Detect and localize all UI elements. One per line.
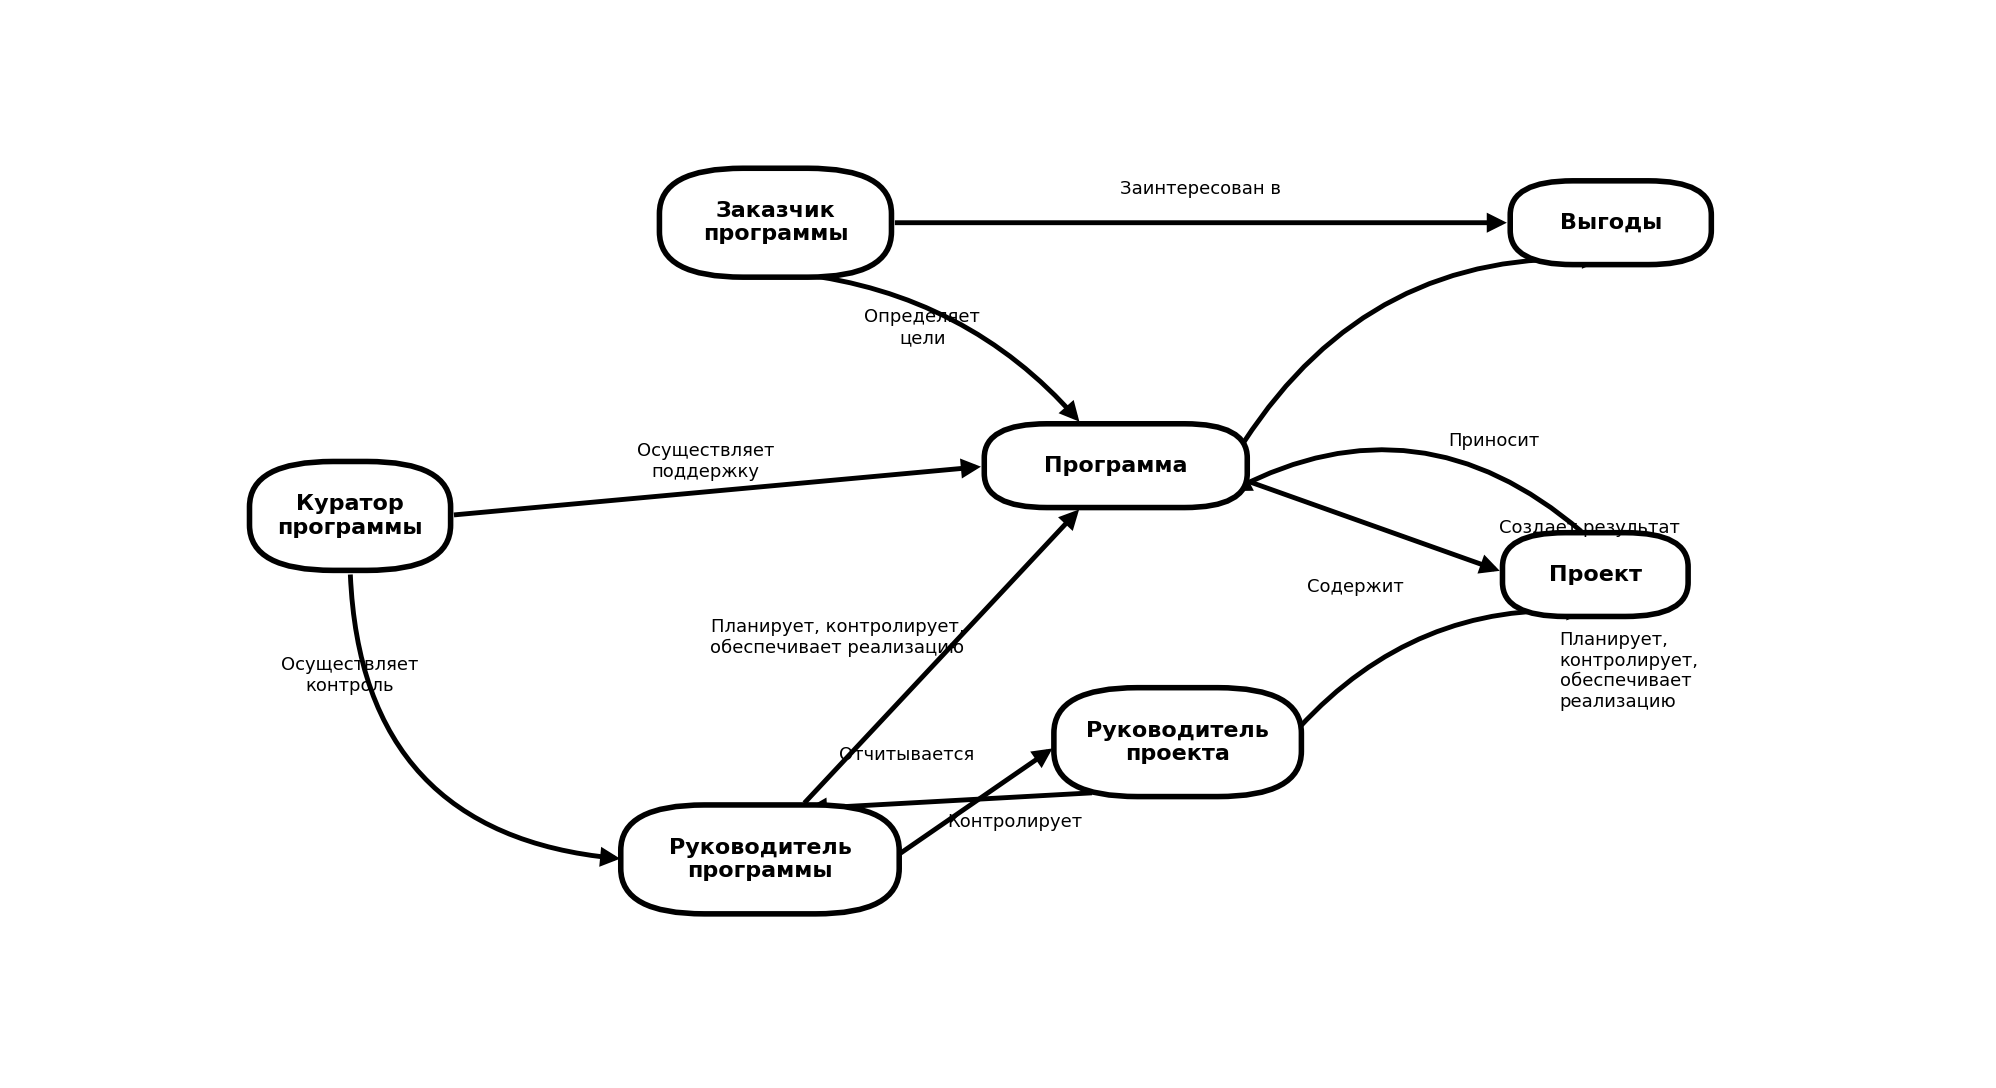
Text: Осуществляет
поддержку: Осуществляет поддержку xyxy=(637,442,774,481)
Text: Планирует, контролирует,
обеспечивает реализацию: Планирует, контролирует, обеспечивает ре… xyxy=(711,618,964,657)
FancyBboxPatch shape xyxy=(621,805,898,914)
Text: Отчитывается: Отчитывается xyxy=(838,745,974,764)
Text: Руководитель
программы: Руководитель программы xyxy=(669,838,852,881)
FancyBboxPatch shape xyxy=(1054,688,1301,796)
Text: Контролирует: Контролирует xyxy=(948,813,1082,831)
Text: Программа: Программа xyxy=(1044,456,1188,475)
FancyBboxPatch shape xyxy=(984,424,1248,507)
Text: Проект: Проект xyxy=(1549,565,1643,584)
FancyBboxPatch shape xyxy=(250,461,451,570)
Text: Руководитель
проекта: Руководитель проекта xyxy=(1086,720,1269,764)
Text: Содержит: Содержит xyxy=(1307,578,1403,596)
Text: Приносит: Приносит xyxy=(1449,432,1539,449)
FancyBboxPatch shape xyxy=(1511,181,1711,264)
Text: Заинтересован в: Заинтересован в xyxy=(1120,181,1281,198)
FancyBboxPatch shape xyxy=(659,169,892,277)
Text: Осуществляет
контроль: Осуществляет контроль xyxy=(281,656,419,694)
Text: Создает результат: Создает результат xyxy=(1499,519,1681,537)
Text: Определяет
цели: Определяет цели xyxy=(864,308,980,347)
FancyBboxPatch shape xyxy=(1503,533,1689,617)
Text: Планирует,
контролирует,
обеспечивает
реализацию: Планирует, контролирует, обеспечивает ре… xyxy=(1559,631,1699,712)
Text: Выгоды: Выгоды xyxy=(1559,213,1663,233)
Text: Заказчик
программы: Заказчик программы xyxy=(703,201,848,245)
Text: Куратор
программы: Куратор программы xyxy=(277,494,423,537)
